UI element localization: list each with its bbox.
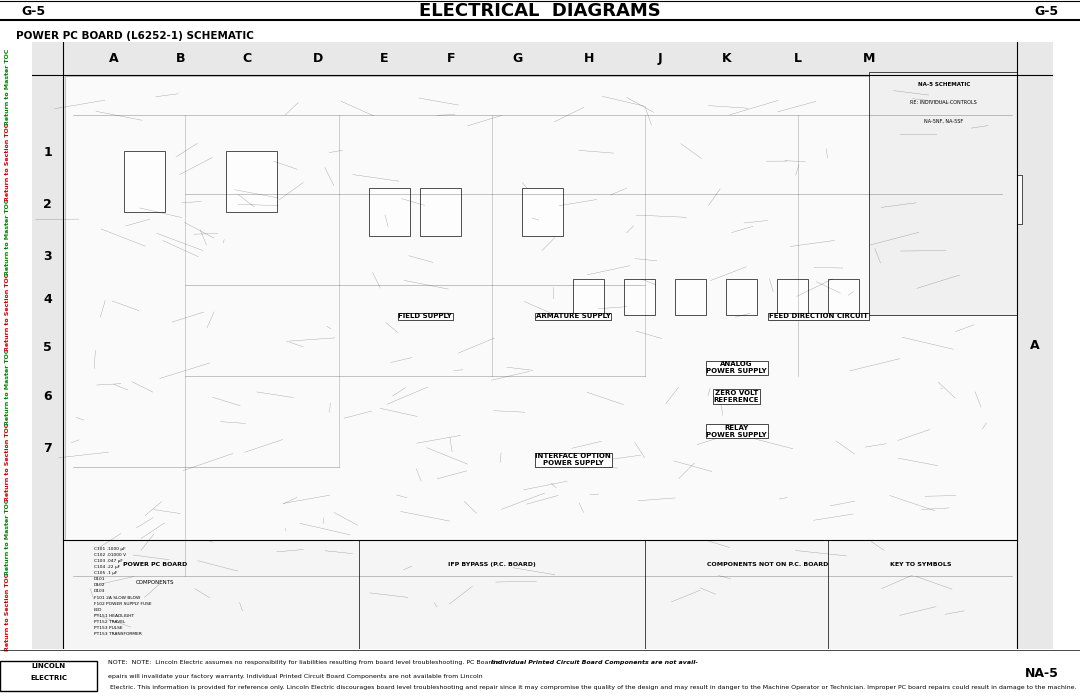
Text: Return to Section TOC: Return to Section TOC [4, 122, 10, 200]
Text: INTERFACE OPTION
POWER SUPPLY: INTERFACE OPTION POWER SUPPLY [536, 453, 611, 466]
Bar [869, 72, 1017, 315]
Text: G: G [512, 52, 523, 65]
Text: Return to Section TOC: Return to Section TOC [4, 272, 10, 350]
Text: Return to Master TOC: Return to Master TOC [4, 348, 10, 424]
Text: LED: LED [94, 608, 102, 611]
Text: ARMATURE SUPPLY: ARMATURE SUPPLY [536, 313, 611, 319]
Text: NA-5NF, NA-5SF: NA-5NF, NA-5SF [924, 119, 963, 124]
Text: PT153 TRANSFORMER: PT153 TRANSFORMER [94, 632, 141, 636]
Text: FEED DIRECTION CIRCUIT: FEED DIRECTION CIRCUIT [769, 313, 868, 319]
Bar [573, 279, 604, 315]
Text: Return to Master TOC: Return to Master TOC [4, 498, 10, 574]
Text: Return to Section TOC: Return to Section TOC [4, 422, 10, 500]
Text: Return to Master TOC: Return to Master TOC [4, 48, 10, 124]
Text: 3: 3 [43, 250, 52, 262]
Text: ELECTRIC: ELECTRIC [30, 676, 67, 681]
Text: C105 .1 μF: C105 .1 μF [94, 571, 117, 575]
Text: C102 .01000 V: C102 .01000 V [94, 553, 125, 557]
Bar [982, 175, 1023, 224]
Text: 4: 4 [43, 292, 52, 306]
Text: D102: D102 [94, 584, 105, 588]
Text: ANALOG
POWER SUPPLY: ANALOG POWER SUPPLY [706, 362, 767, 374]
Text: RELAY
POWER SUPPLY: RELAY POWER SUPPLY [706, 424, 767, 438]
Text: NA-5 SCHEMATIC: NA-5 SCHEMATIC [918, 82, 970, 87]
Text: H: H [583, 52, 594, 65]
Text: C101 .1000 μF: C101 .1000 μF [94, 547, 125, 551]
Text: LINCOLN: LINCOLN [31, 663, 66, 669]
Text: Electric. This information is provided for reference only. Lincoln Electric disc: Electric. This information is provided f… [108, 685, 1077, 690]
Text: 7: 7 [43, 442, 52, 455]
Text: COMPONENTS NOT ON P.C. BOARD: COMPONENTS NOT ON P.C. BOARD [706, 562, 828, 567]
Bar [931, 175, 971, 224]
Bar [124, 151, 165, 212]
Text: COMPONENTS: COMPONENTS [136, 580, 174, 585]
Text: PT153 PULSE: PT153 PULSE [94, 626, 122, 630]
Text: Return to Section TOC: Return to Section TOC [4, 572, 10, 651]
Text: D: D [313, 52, 323, 65]
Text: ZERO VOLT
REFERENCE: ZERO VOLT REFERENCE [714, 390, 759, 403]
Bar [778, 279, 808, 315]
Text: PT151 HEADLIGHT: PT151 HEADLIGHT [94, 614, 134, 618]
Bar [727, 279, 757, 315]
Bar [523, 188, 563, 236]
Bar [63, 540, 1017, 649]
Text: ELECTRICAL  DIAGRAMS: ELECTRICAL DIAGRAMS [419, 2, 661, 20]
Text: F: F [447, 52, 455, 65]
Text: C: C [242, 52, 252, 65]
Text: C104 .22 μF: C104 .22 μF [94, 565, 120, 569]
Text: NA-5: NA-5 [1025, 667, 1058, 680]
Text: C103 .047 μF: C103 .047 μF [94, 559, 122, 563]
Text: 1: 1 [43, 147, 52, 159]
FancyBboxPatch shape [0, 661, 97, 691]
Text: RE: INDIVIDUAL CONTROLS: RE: INDIVIDUAL CONTROLS [910, 100, 977, 105]
Text: PT152 TRAVEL: PT152 TRAVEL [94, 620, 125, 624]
Text: E: E [380, 52, 389, 65]
Text: M: M [863, 52, 876, 65]
Text: FIELD SUPPLY: FIELD SUPPLY [399, 313, 453, 319]
Bar [675, 279, 706, 315]
Text: POWER PC BOARD: POWER PC BOARD [123, 562, 187, 567]
Text: B: B [176, 52, 185, 65]
Text: F102 POWER SUPPLY FUSE: F102 POWER SUPPLY FUSE [94, 602, 151, 606]
Bar [227, 151, 278, 212]
Text: G-5: G-5 [22, 5, 45, 18]
Bar [624, 279, 654, 315]
Bar [828, 279, 859, 315]
Text: IFP BYPASS (P.C. BOARD): IFP BYPASS (P.C. BOARD) [448, 562, 536, 567]
Bar [1017, 75, 1053, 649]
Text: G-5: G-5 [1035, 5, 1058, 18]
Bar [369, 188, 410, 236]
Bar [420, 188, 461, 236]
Text: K: K [721, 52, 731, 65]
Text: 2: 2 [43, 198, 52, 211]
Text: NOTE:  NOTE:  Lincoln Electric assumes no responsibility for liabilities resulti: NOTE: NOTE: Lincoln Electric assumes no … [108, 660, 499, 665]
Text: KEY TO SYMBOLS: KEY TO SYMBOLS [890, 562, 951, 567]
Text: epairs will invalidate your factory warranty. Individual Printed Circuit Board C: epairs will invalidate your factory warr… [108, 674, 483, 678]
Text: A: A [109, 52, 119, 65]
Bar [32, 42, 1053, 75]
Text: J: J [658, 52, 662, 65]
Text: D101: D101 [94, 577, 105, 581]
Text: D103: D103 [94, 589, 105, 593]
Text: F101 2A SLOW BLOW: F101 2A SLOW BLOW [94, 595, 140, 600]
Text: Return to Master TOC: Return to Master TOC [4, 198, 10, 274]
Text: Individual Printed Circuit Board Components are not avail-: Individual Printed Circuit Board Compone… [491, 660, 699, 665]
Text: 5: 5 [43, 341, 52, 355]
Text: 6: 6 [43, 390, 52, 403]
Bar [32, 75, 63, 649]
Text: POWER PC BOARD (L6252-1) SCHEMATIC: POWER PC BOARD (L6252-1) SCHEMATIC [16, 31, 254, 41]
Text: A: A [1030, 339, 1039, 352]
Text: L: L [794, 52, 801, 65]
